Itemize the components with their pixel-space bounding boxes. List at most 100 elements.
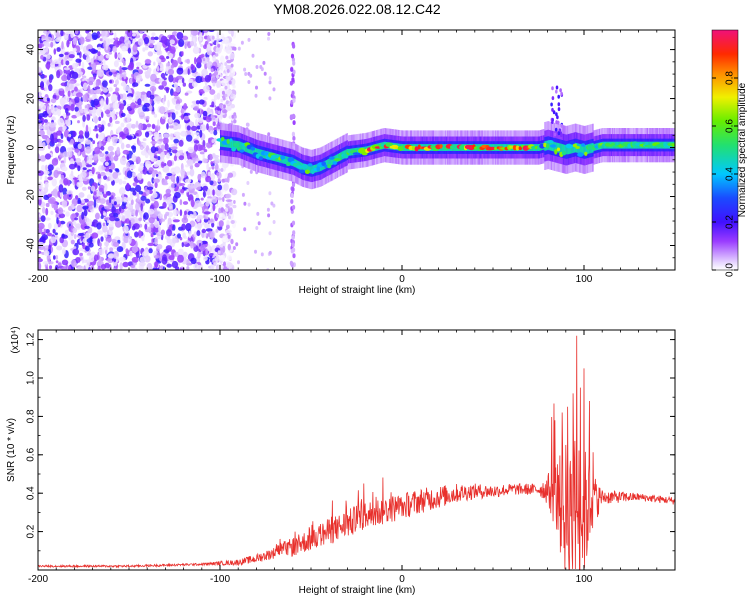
noise-blob (196, 222, 203, 229)
ridge-band (559, 143, 561, 154)
noise-blob (148, 208, 155, 215)
noise-blob (105, 156, 110, 163)
noise-blob (154, 147, 159, 152)
noise-blob (202, 58, 206, 62)
noise-blob (137, 193, 140, 202)
ridge-band (568, 144, 570, 155)
noise-blob (85, 146, 92, 154)
ridge-core (239, 149, 245, 153)
noise-blob (177, 233, 181, 239)
noise-blob (251, 53, 255, 58)
noise-blob (233, 112, 237, 117)
noise-blob (230, 220, 235, 224)
ridge-core (307, 163, 313, 167)
noise-blob (80, 235, 84, 242)
ridge-core (577, 152, 584, 157)
noise-blob (272, 220, 276, 224)
noise-blob (90, 58, 94, 65)
noise-blob (105, 267, 108, 270)
noise-blob (113, 155, 119, 162)
noise-blob (233, 200, 236, 204)
noise-blob (63, 156, 67, 164)
noise-blob (267, 132, 271, 137)
noise-blob (135, 209, 139, 217)
noise-blob (202, 185, 209, 192)
noise-blob (52, 39, 56, 47)
noise-blob (202, 110, 208, 117)
noise-blob (213, 262, 217, 267)
noise-blob (200, 240, 208, 245)
noise-blob (206, 107, 211, 115)
spike-blob (551, 86, 554, 91)
ridge-core (518, 146, 522, 151)
noise-blob (109, 79, 112, 84)
noise-blob (141, 94, 145, 102)
noise-blob (51, 178, 57, 187)
ridge-band (560, 143, 562, 154)
noise-blob (61, 259, 69, 266)
noise-blob (83, 209, 88, 217)
noise-blob (193, 191, 198, 195)
noise-blob (72, 62, 78, 70)
noise-blob (83, 265, 86, 270)
noise-blob (210, 173, 216, 181)
noise-blob (38, 113, 46, 118)
spectrogram-content (38, 30, 675, 270)
noise-blob (205, 116, 212, 123)
noise-blob (144, 45, 149, 51)
noise-blob (246, 122, 250, 127)
noise-blob (73, 233, 77, 240)
noise-blob (196, 134, 200, 140)
noise-blob (226, 220, 230, 226)
noise-blob (71, 71, 79, 79)
noise-blob (77, 232, 85, 237)
noise-blob (203, 211, 211, 215)
spike-blob (555, 112, 558, 117)
noise-blob (112, 171, 119, 179)
noise-blob (132, 182, 138, 187)
noise-blob (170, 174, 176, 183)
noise-blob (249, 169, 253, 174)
noise-blob (128, 220, 132, 229)
noise-blob (215, 228, 219, 233)
noise-blob (93, 199, 97, 208)
noise-blob (184, 92, 189, 96)
noise-blob (180, 188, 185, 194)
noise-blob (71, 259, 77, 268)
noise-blob (85, 124, 89, 133)
noise-blob (112, 45, 117, 53)
noise-blob (62, 151, 69, 158)
noise-blob (100, 171, 106, 177)
noise-blob (221, 90, 225, 95)
noise-blob (103, 103, 107, 111)
noise-blob (135, 62, 142, 67)
noise-blob (105, 43, 109, 51)
ridge-core (327, 164, 332, 169)
artifact-blob (292, 205, 296, 210)
ridge-band (329, 158, 331, 167)
noise-blob (197, 173, 202, 181)
noise-blob (228, 80, 232, 85)
noise-blob (210, 161, 213, 166)
snr-y-axis: 0.20.40.60.81.01.2 (26, 332, 675, 552)
noise-blob (89, 107, 94, 110)
noise-blob (226, 255, 232, 261)
ridge-core (546, 143, 550, 149)
noise-blob (113, 201, 117, 206)
noise-blob (41, 164, 46, 171)
noise-blob (130, 102, 137, 110)
ridge-band (343, 150, 345, 159)
noise-blob (163, 133, 170, 139)
noise-blob (177, 56, 182, 64)
noise-blob (119, 103, 125, 111)
spike-blob (551, 107, 554, 112)
noise-blob (72, 248, 80, 256)
noise-blob (206, 123, 209, 131)
noise-blob (173, 155, 177, 162)
noise-blob (98, 127, 103, 133)
noise-blob (183, 152, 187, 161)
artifact-blob (292, 69, 296, 75)
noise-blob (38, 90, 42, 99)
noise-blob (138, 122, 144, 131)
ridge-band (562, 144, 565, 154)
